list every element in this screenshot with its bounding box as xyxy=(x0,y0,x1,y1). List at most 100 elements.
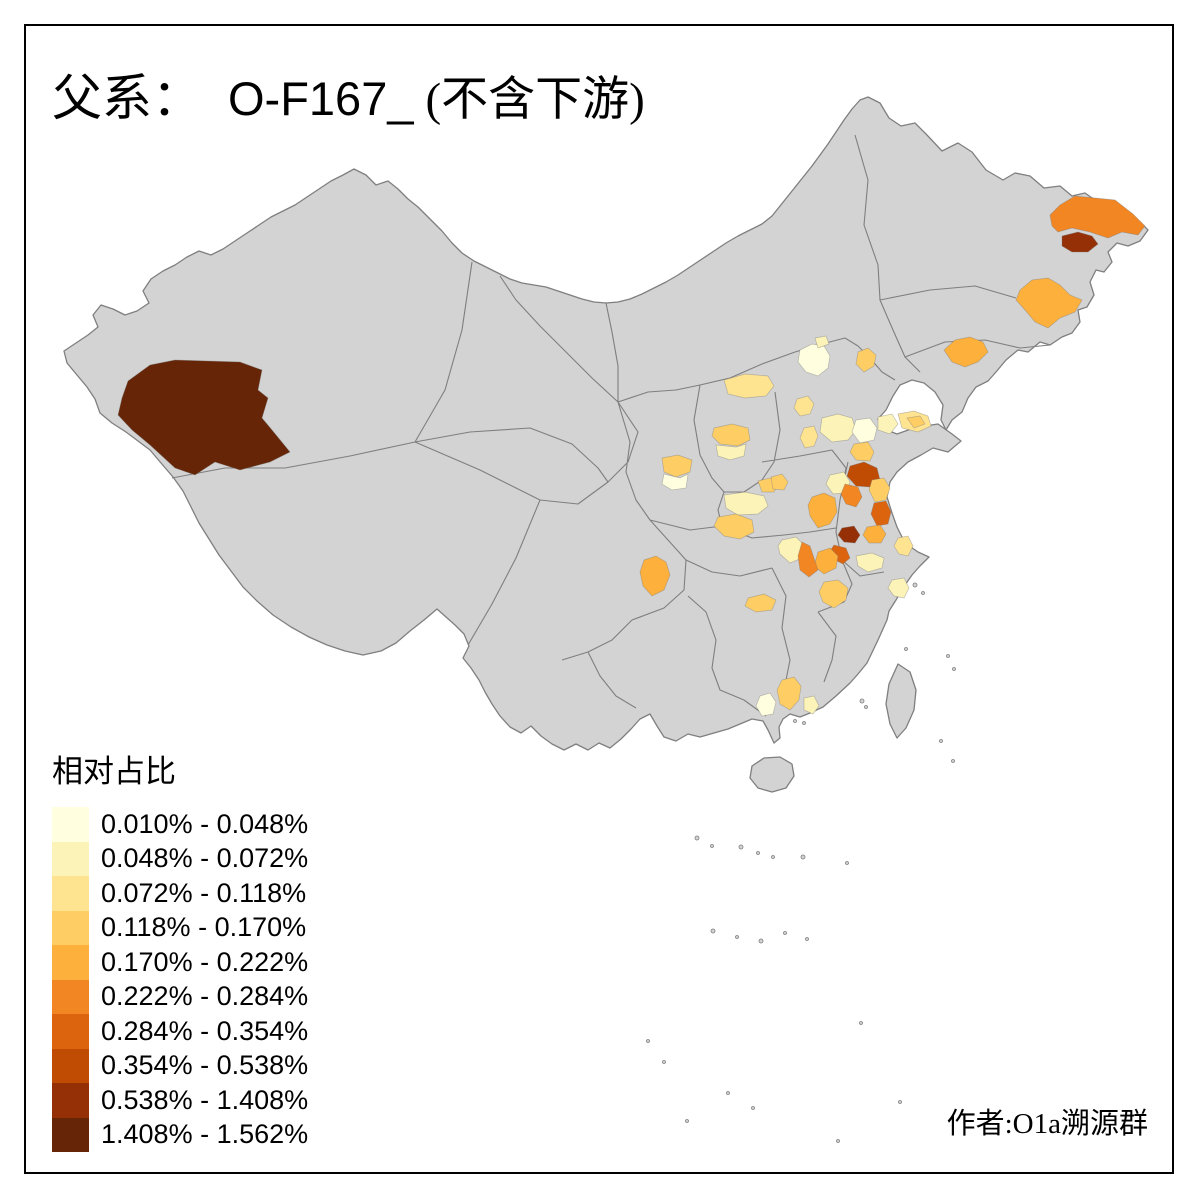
small-islands-layer xyxy=(646,582,956,1143)
region-shaanxi-north-upper xyxy=(661,454,693,478)
islet xyxy=(751,1106,755,1110)
islet xyxy=(921,591,925,595)
region-shanxi-southwest-lower xyxy=(715,443,747,461)
legend-swatch xyxy=(52,1117,89,1152)
legend-item: 0.048% - 0.072% xyxy=(52,841,309,876)
islet xyxy=(771,855,775,859)
region-anhui-chuzhou-dark xyxy=(837,525,861,544)
islet xyxy=(662,1060,666,1064)
region-jiangsu-south-pale xyxy=(855,552,885,573)
islet xyxy=(756,851,760,855)
region-jilin-east xyxy=(1015,277,1083,329)
title-haplogroup-code: O-F167_ xyxy=(228,72,414,125)
islet xyxy=(952,667,956,671)
region-chongqing-northeast xyxy=(639,555,671,597)
region-henan-southeast-pale xyxy=(777,536,805,564)
legend-swatch xyxy=(52,1014,89,1049)
region-anhui-northwest xyxy=(807,492,838,529)
legend-item: 0.222% - 0.284% xyxy=(52,979,309,1014)
region-jiangsu-nantong xyxy=(893,535,914,557)
legend-label: 0.284% - 0.354% xyxy=(101,1015,309,1046)
islet xyxy=(726,1091,730,1095)
islet xyxy=(735,935,739,939)
province-boundaries xyxy=(171,134,1051,717)
title-suffix: (不含下游) xyxy=(425,74,645,126)
islet xyxy=(951,759,955,763)
legend-item: 0.118% - 0.170% xyxy=(52,910,308,945)
islet xyxy=(793,719,797,723)
region-guangdong-west-pale xyxy=(755,692,777,717)
region-jiangsu-yancheng-north xyxy=(868,477,891,503)
region-shandong-southeast xyxy=(849,441,875,462)
legend-rows: 0.010% - 0.048% 0.048% - 0.072% 0.072% - 0… xyxy=(52,807,308,1152)
islet xyxy=(946,654,950,658)
islet xyxy=(802,721,806,725)
legend: 相对占比 0.010% - 0.048% 0.048% - 0.072% 0.072… xyxy=(52,746,308,1152)
china-mainland-outline xyxy=(63,96,1149,751)
legend-title: 相对占比 xyxy=(52,754,176,789)
region-hubei-northwest-small xyxy=(770,473,789,491)
legend-swatch xyxy=(52,876,89,911)
legend-swatch xyxy=(52,945,89,980)
legend-label: 0.118% - 0.170% xyxy=(101,912,307,943)
legend-item: 0.072% - 0.118% xyxy=(52,876,308,911)
islet xyxy=(710,844,714,848)
legend-swatch xyxy=(52,1048,89,1083)
islet xyxy=(685,1119,689,1123)
islet xyxy=(859,1021,863,1025)
title-prefix: 父系： xyxy=(52,70,202,126)
legend-swatch xyxy=(52,910,89,945)
islet xyxy=(800,854,806,860)
legend-item: 0.284% - 0.354% xyxy=(52,1014,308,1049)
islet xyxy=(783,931,787,935)
islet xyxy=(738,844,744,850)
legend-label: 0.222% - 0.284% xyxy=(101,981,309,1012)
legend-item: 0.538% - 1.408% xyxy=(52,1083,308,1118)
islet xyxy=(859,698,865,704)
region-henan-west-pale xyxy=(723,491,769,516)
legend-item: 0.170% - 0.222% xyxy=(52,945,308,980)
islet xyxy=(836,1139,840,1143)
region-hubei-east xyxy=(797,541,819,578)
legend-item: 1.408% - 1.562% xyxy=(52,1117,308,1152)
islet xyxy=(694,835,700,841)
islet xyxy=(845,861,849,865)
region-zhejiang-north-pale xyxy=(887,577,910,599)
legend-swatch xyxy=(52,979,89,1014)
islet xyxy=(864,705,868,709)
taiwan-island xyxy=(885,663,917,739)
region-jiangsu-suqian xyxy=(840,483,863,508)
plot-frame xyxy=(24,24,1174,1174)
islet xyxy=(904,647,908,651)
region-beijing xyxy=(797,343,831,377)
hainan-island xyxy=(749,756,795,793)
legend-label: 0.072% - 0.118% xyxy=(101,877,307,908)
islet xyxy=(912,582,918,588)
legend-swatch xyxy=(52,841,89,876)
region-jiangsu-central xyxy=(862,524,887,544)
islet xyxy=(939,739,943,743)
legend-label: 0.354% - 0.538% xyxy=(101,1050,309,1081)
legend-swatch xyxy=(52,807,89,842)
region-jiangsu-huaian xyxy=(870,500,892,527)
region-hunan-north xyxy=(744,593,777,613)
region-shandong-central xyxy=(851,417,878,444)
region-henan-southwest xyxy=(713,513,755,540)
region-heilongjiang-northeast-band xyxy=(1049,195,1146,239)
region-shandong-northeast xyxy=(877,413,899,435)
region-guangdong-heyuan xyxy=(776,676,802,711)
region-beijing-northeast-small xyxy=(814,335,830,349)
region-shanxi-southwest-upper xyxy=(711,423,751,447)
region-shaanxi-north-lower xyxy=(661,473,689,491)
islet xyxy=(710,928,716,934)
region-anhui-south xyxy=(818,579,849,609)
region-hebei-northeast xyxy=(855,347,877,373)
islet xyxy=(805,937,809,941)
legend-label: 0.048% - 0.072% xyxy=(101,843,309,874)
region-liaoning-east xyxy=(943,336,989,368)
region-shanxi-north xyxy=(723,373,775,399)
legend-label: 0.170% - 0.222% xyxy=(101,946,309,977)
region-shandong-peninsula-tip xyxy=(906,415,926,429)
map-title: 父系： O-F167_ (不含下游) xyxy=(52,58,645,130)
